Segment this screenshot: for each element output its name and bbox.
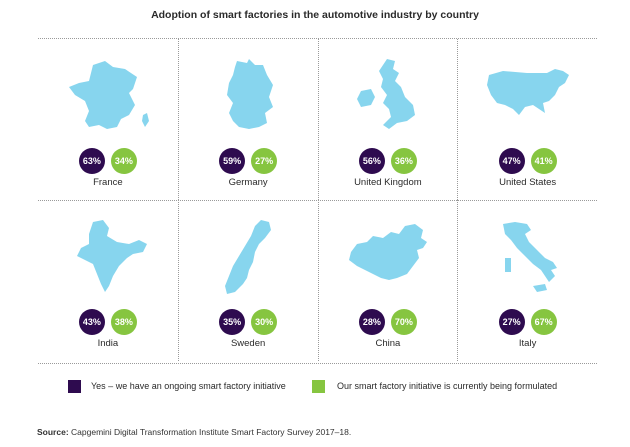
yes-value-badge: 35% [219, 309, 246, 335]
country-name: Italy [518, 338, 537, 349]
formulated-value-badge: 27% [251, 148, 278, 174]
country-name: Sweden [230, 338, 266, 349]
country-name: Germany [228, 177, 268, 188]
value-badges: 47% 41% [458, 148, 597, 174]
formulated-value-badge: 36% [390, 148, 417, 174]
country-cell: 59% 27% Germany [177, 39, 318, 200]
china-map-icon [343, 218, 433, 296]
source-text: Capgemini Digital Transformation Institu… [71, 427, 352, 437]
formulated-value-badge: 67% [530, 309, 557, 335]
country-cell: 28% 70% China [317, 200, 458, 361]
value-badges: 63% 34% [38, 148, 178, 174]
legend-swatch-yes [68, 380, 81, 393]
value-badges: 43% 38% [38, 309, 178, 335]
yes-value-badge: 47% [498, 148, 525, 174]
country-cell: 56% 36% United Kingdom [317, 39, 458, 200]
source-note: Source: Capgemini Digital Transformation… [37, 427, 351, 437]
united-kingdom-map-icon [343, 57, 433, 135]
legend-label-yes: Yes – we have an ongoing smart factory i… [91, 381, 286, 391]
value-badges: 27% 67% [458, 309, 597, 335]
sweden-map-icon [203, 218, 293, 296]
united-states-map-icon [483, 57, 573, 135]
value-badges: 28% 70% [319, 309, 458, 335]
legend: Yes – we have an ongoing smart factory i… [0, 379, 630, 395]
value-badges: 35% 30% [179, 309, 318, 335]
country-name: China [375, 338, 401, 349]
yes-value-badge: 63% [78, 148, 105, 174]
formulated-value-badge: 70% [390, 309, 417, 335]
germany-map-icon [203, 57, 293, 135]
formulated-value-badge: 38% [110, 309, 137, 335]
country-cell: 35% 30% Sweden [177, 200, 318, 361]
value-badges: 59% 27% [179, 148, 318, 174]
country-name: France [93, 177, 123, 188]
country-name: United States [499, 177, 557, 188]
legend-label-formulated: Our smart factory initiative is currentl… [337, 381, 558, 391]
legend-swatch-formulated [312, 380, 325, 393]
formulated-value-badge: 41% [530, 148, 557, 174]
country-cell: 63% 34% France [38, 39, 178, 200]
country-name: United Kingdom [354, 177, 422, 188]
yes-value-badge: 28% [358, 309, 385, 335]
value-badges: 56% 36% [319, 148, 458, 174]
france-map-icon [63, 57, 153, 135]
country-name: India [97, 338, 119, 349]
yes-value-badge: 43% [78, 309, 105, 335]
italy-map-icon [483, 218, 573, 296]
country-cell: 27% 67% Italy [457, 200, 597, 361]
india-map-icon [63, 218, 153, 296]
country-grid: 63% 34% France 59% 27% Germany 56% 36% United Ki… [38, 38, 597, 364]
yes-value-badge: 27% [498, 309, 525, 335]
country-cell: 47% 41% United States [457, 39, 597, 200]
country-cell: 43% 38% India [38, 200, 178, 361]
source-prefix: Source: [37, 427, 69, 437]
chart-title: Adoption of smart factories in the autom… [151, 9, 479, 21]
yes-value-badge: 59% [219, 148, 246, 174]
yes-value-badge: 56% [358, 148, 385, 174]
formulated-value-badge: 30% [251, 309, 278, 335]
formulated-value-badge: 34% [110, 148, 137, 174]
